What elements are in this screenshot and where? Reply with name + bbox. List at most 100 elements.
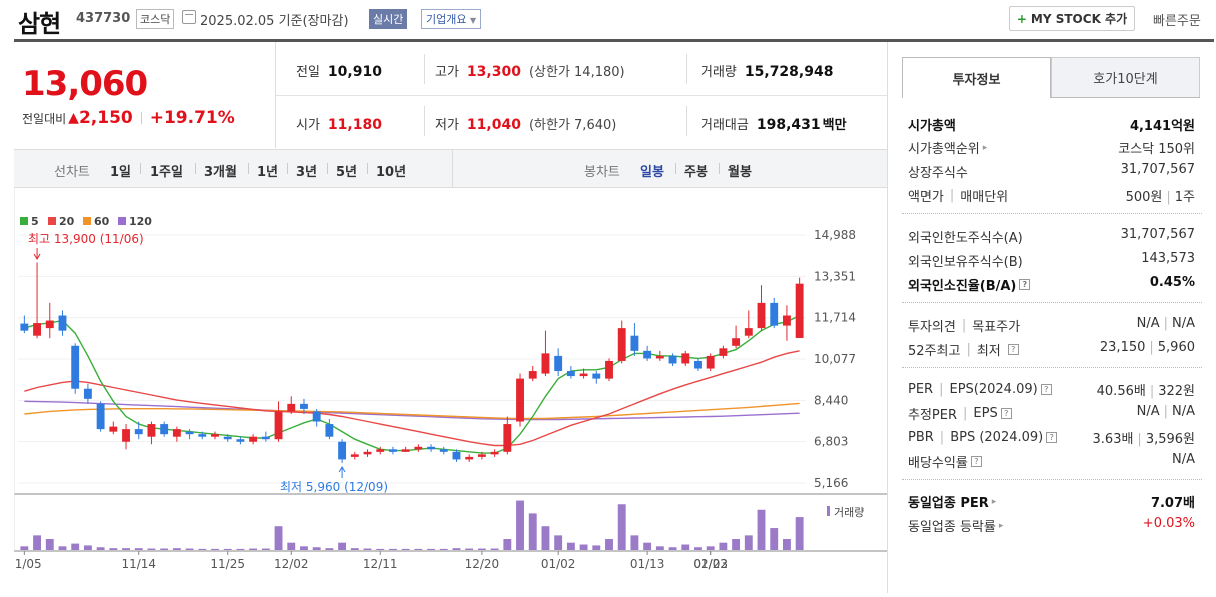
volume-bar (287, 542, 296, 550)
candle-body (668, 355, 677, 364)
volume-bar (363, 548, 372, 550)
candle-body (350, 454, 359, 457)
price-chart[interactable]: 14,988 13,351 11,714 10,077 8,440 6,803 5,166 1… (7, 188, 887, 593)
help-icon[interactable]: ? (1000, 408, 1012, 419)
tab-invest-info[interactable]: 투자정보 (902, 57, 1051, 98)
candle-body (223, 436, 232, 440)
candle-monthly[interactable]: 월봉 (728, 165, 752, 180)
candle-body (541, 353, 550, 374)
market-cap-rank-row[interactable]: 시가총액순위 ▸ 코스닥 150위 (908, 142, 1195, 157)
candle-weekly[interactable]: 주봉 (684, 165, 708, 180)
volume-bar (770, 528, 779, 550)
candle-body (770, 302, 779, 326)
candle-body (554, 355, 563, 372)
x-tick-label: 12/02 (274, 557, 309, 571)
legend-swatch (83, 217, 91, 225)
volume-bar (490, 548, 499, 550)
header-divider (14, 39, 1214, 42)
period-5y[interactable]: 5년 (336, 165, 358, 180)
volume-bar (122, 548, 130, 550)
candle-body (185, 431, 194, 435)
legend-swatch (118, 217, 126, 225)
sector-rate-row[interactable]: 동일업종 등락률 ▸ +0.03% (908, 516, 1195, 535)
legend-label: 120 (129, 215, 152, 228)
per-eps-row: PER | EPS(2024.09)? 40.56배 | 322원 (908, 382, 1195, 399)
volume-bar (439, 548, 448, 550)
help-icon[interactable]: ? (1019, 279, 1031, 290)
candle-body (427, 446, 436, 450)
candle-body (490, 451, 499, 455)
tab-order-book[interactable]: 호가10단계 (1051, 57, 1200, 98)
volume-bar (83, 545, 92, 550)
caret-right-icon: ▸ (991, 496, 997, 507)
prev-close: 전일 10,910 (296, 64, 382, 80)
candle-body (71, 345, 80, 389)
candle-body (566, 371, 575, 377)
volume-bar (694, 547, 702, 550)
candle-body (605, 360, 613, 379)
volume-bar (503, 539, 512, 550)
candle-body (363, 451, 372, 455)
up-triangle-icon: ▲ (68, 110, 79, 126)
sector-per-row[interactable]: 동일업종 PER ▸ 7.07배 (908, 496, 1195, 511)
period-3m[interactable]: 3개월 (204, 165, 237, 180)
help-icon[interactable]: ? (1046, 432, 1058, 443)
realtime-button[interactable]: 실시간 (369, 9, 408, 29)
candle-body (516, 378, 524, 422)
candle-body (172, 429, 181, 437)
mystock-add-button[interactable]: + MY STOCK 추가 (1009, 6, 1135, 31)
market-badge: 코스닥 (136, 9, 175, 29)
help-icon[interactable]: ? (1040, 384, 1052, 395)
x-tick-label: 11/05 (14, 557, 42, 571)
candle-body (744, 328, 753, 336)
stock-header: 삼현 437730 코스닥 2025.02.05 기준(장마감) 실시간 기업개… (0, 0, 1216, 40)
candle-body (617, 328, 626, 361)
volume-bar (211, 548, 219, 550)
x-tick-label: 01/02 (541, 557, 576, 571)
volume-bar (668, 547, 677, 550)
volume-bar (617, 504, 626, 550)
period-1w[interactable]: 1주일 (150, 165, 183, 180)
low-price: 저가 11,040 (하한가 7,640) (435, 117, 617, 133)
week52-row: 52주최고 | 최저? 23,150 | 5,960 (908, 340, 1195, 359)
legend-label: 20 (59, 215, 75, 228)
est-per-eps-row: 추정PER | EPS? N/A | N/A (908, 404, 1195, 423)
candle-body (96, 403, 105, 430)
volume-bar (427, 548, 436, 550)
period-1y[interactable]: 1년 (257, 165, 279, 180)
company-overview-dropdown[interactable]: 기업개요 ▼ (421, 9, 482, 29)
x-tick-label: 02/03 (693, 557, 728, 571)
legend-swatch (48, 217, 56, 225)
y-tick-label: 10,077 (814, 352, 856, 366)
period-10y[interactable]: 10년 (376, 165, 407, 180)
opinion-row: 투자의견 | 목표주가 N/A | N/A (908, 316, 1195, 335)
volume-bar (33, 535, 42, 550)
foreign-hold-row: 외국인보유주식수(B) 143,573 (908, 251, 1195, 270)
candle-body (325, 424, 334, 437)
candlestick-chart-svg[interactable]: 14,988 13,351 11,714 10,077 8,440 6,803 5,166 1… (7, 188, 887, 593)
y-tick-label: 5,166 (814, 476, 848, 490)
volume-bar (465, 548, 474, 550)
candle-body (795, 283, 804, 338)
x-tick-label: 11/25 (210, 557, 245, 571)
help-icon[interactable]: ? (1007, 344, 1019, 355)
period-1d[interactable]: 1일 (110, 165, 132, 180)
candle-body (655, 355, 664, 359)
help-icon[interactable]: ? (970, 456, 982, 467)
volume-bar (45, 539, 54, 550)
dividend-row: 배당수익률? N/A (908, 452, 1195, 471)
volume-bar (96, 547, 105, 550)
foreign-ratio-row: 외국인소진율(B/A)? 0.45% (908, 275, 1195, 294)
volume-bar (249, 548, 258, 550)
period-3y[interactable]: 3년 (296, 165, 318, 180)
x-tick-label: 12/11 (363, 557, 398, 571)
y-tick-label: 13,351 (814, 269, 856, 283)
candle-body (198, 434, 207, 437)
volume-bar (414, 548, 423, 550)
candle-daily[interactable]: 일봉 (640, 165, 664, 180)
legend-swatch (20, 217, 28, 225)
volume-bar (376, 548, 385, 550)
quick-order-link[interactable]: 빠른주문 (1153, 14, 1201, 29)
volume-bar (134, 548, 143, 550)
volume-bar (732, 539, 741, 550)
